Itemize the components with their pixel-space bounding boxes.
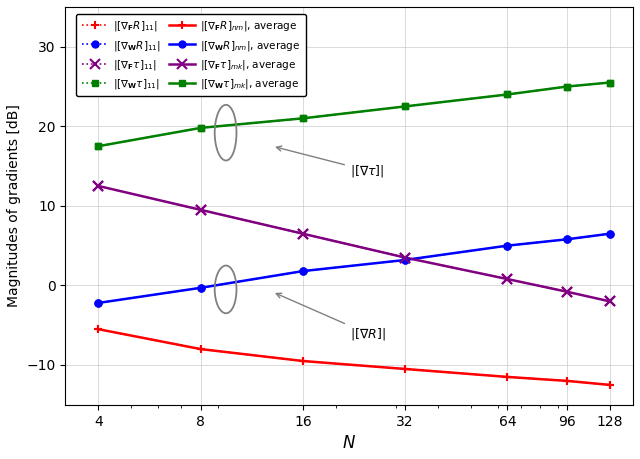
X-axis label: $N$: $N$ <box>342 434 356 452</box>
Text: $|[\nabla R]|$: $|[\nabla R]|$ <box>276 293 385 341</box>
Y-axis label: Magnitudes of gradients [dB]: Magnitudes of gradients [dB] <box>7 105 21 307</box>
Legend: $|[\nabla_{\mathbf{F}}R]_{11}|$, $|[\nabla_{\mathbf{W}}R]_{11}|$, $|[\nabla_{\ma: $|[\nabla_{\mathbf{F}}R]_{11}|$, $|[\nab… <box>76 14 306 96</box>
Text: $|[\nabla\tau]|$: $|[\nabla\tau]|$ <box>276 146 385 179</box>
